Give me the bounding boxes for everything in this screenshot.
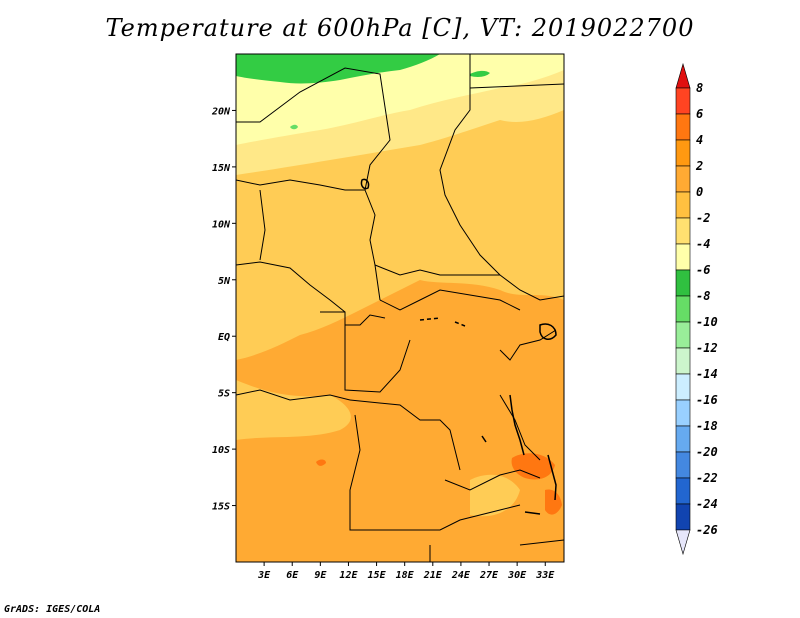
- colorbar-top-arrow: [675, 62, 691, 89]
- field-red-orange: [511, 453, 555, 480]
- colorbar-bin: [675, 373, 691, 401]
- colorbar-label: -10: [696, 315, 718, 329]
- lake-victoria: [539, 323, 557, 340]
- field-light-orange-south: [236, 380, 351, 440]
- x-tick-label: 33E: [535, 570, 555, 581]
- colorbar-label: -14: [696, 367, 718, 381]
- colorbar-label: -6: [696, 263, 710, 277]
- colorbar-bin: [675, 477, 691, 505]
- colorbar-label: -18: [696, 419, 718, 433]
- colorbar-label: 4: [696, 133, 703, 147]
- lake-malawi: [547, 454, 557, 501]
- y-tick-label: 15N: [212, 163, 231, 174]
- x-tick-label: 3E: [257, 570, 271, 581]
- colorbar-label: -16: [696, 393, 718, 407]
- river-dash-2: [454, 321, 466, 327]
- lake-mweru: [481, 435, 487, 443]
- field-red-orange-small: [316, 459, 326, 466]
- temperature-field: [236, 54, 564, 562]
- colorbar-bin: [675, 87, 691, 115]
- colorbar-bin: [675, 321, 691, 349]
- colorbar-bin: [675, 217, 691, 245]
- field-green-dot: [290, 124, 298, 130]
- colorbar-bin: [675, 451, 691, 479]
- map-title: Temperature at 600hPa [C], VT: 201902270…: [105, 14, 695, 42]
- x-tick-label: 18E: [396, 570, 415, 581]
- x-tick-label: 9E: [314, 570, 327, 581]
- y-tick-label: 5N: [218, 276, 231, 287]
- colorbar-bin: [675, 269, 691, 297]
- y-tick-label: 20N: [211, 106, 231, 117]
- country-borders: [236, 54, 564, 562]
- colorbar-bin: [675, 399, 691, 427]
- x-tick-label: 15E: [368, 570, 387, 581]
- colorbar-bin: [675, 243, 691, 271]
- colorbar-label: -12: [696, 341, 718, 355]
- colorbar-label: -8: [696, 289, 710, 303]
- field-light-orange-east: [470, 474, 520, 517]
- colorbar-bin: [675, 347, 691, 375]
- colorbar-bin: [675, 165, 691, 193]
- colorbar-bin: [675, 113, 691, 141]
- x-tick-label: 12E: [339, 570, 358, 581]
- colorbar-label: 6: [696, 107, 703, 121]
- y-tick-label: 10N: [212, 219, 231, 230]
- grads-credit: GrADS: IGES/COLA: [4, 604, 101, 615]
- x-axis-ticks: 3E 6E 9E 12E 15E 18E 21E 24E 27E 30E 33E: [257, 562, 555, 581]
- y-tick-label: 10S: [212, 445, 230, 456]
- plot-frame: [235, 53, 565, 563]
- colorbar-bottom-arrow: [675, 529, 691, 556]
- lake-tanganyika: [509, 394, 525, 456]
- field-green-patch: [470, 70, 490, 77]
- lake-chad: [360, 178, 370, 190]
- y-axis-ticks: 20N 15N 10N 5N EQ 5S 10S 15S: [211, 106, 236, 513]
- colorbar-label: -4: [696, 237, 710, 251]
- river-dash-1: [419, 317, 441, 321]
- colorbar-label: -26: [696, 523, 718, 537]
- x-tick-label: 30E: [507, 570, 527, 581]
- x-tick-label: 21E: [423, 570, 443, 581]
- colorbar-label: -20: [696, 445, 718, 459]
- colorbar-bin: [675, 191, 691, 219]
- x-tick-label: 24E: [451, 570, 471, 581]
- y-tick-label: EQ: [218, 332, 230, 343]
- lake-kariba: [524, 511, 541, 515]
- colorbar-label: -24: [696, 497, 718, 511]
- colorbar-bin: [675, 503, 691, 531]
- colorbar-label: 2: [695, 159, 703, 173]
- field-green: [236, 54, 440, 84]
- colorbar-label: -22: [696, 471, 718, 485]
- colorbar-bin: [675, 425, 691, 453]
- colorbar-label: 8: [696, 81, 703, 95]
- y-tick-label: 15S: [212, 502, 230, 513]
- x-tick-label: 6E: [286, 570, 299, 581]
- y-tick-label: 5S: [218, 389, 230, 400]
- colorbar-label: -2: [696, 211, 710, 225]
- water-bodies: [360, 178, 557, 515]
- x-tick-label: 27E: [479, 570, 499, 581]
- colorbar-bin: [675, 295, 691, 323]
- colorbar-bin: [675, 139, 691, 167]
- colorbar: 8 6 4 2 0 -2 -4 -6 -8 -10 -12 -14 -16 -18 -20 -22 -24 -26: [675, 62, 718, 556]
- colorbar-label: 0: [696, 185, 703, 199]
- field-red-orange-south: [545, 489, 562, 515]
